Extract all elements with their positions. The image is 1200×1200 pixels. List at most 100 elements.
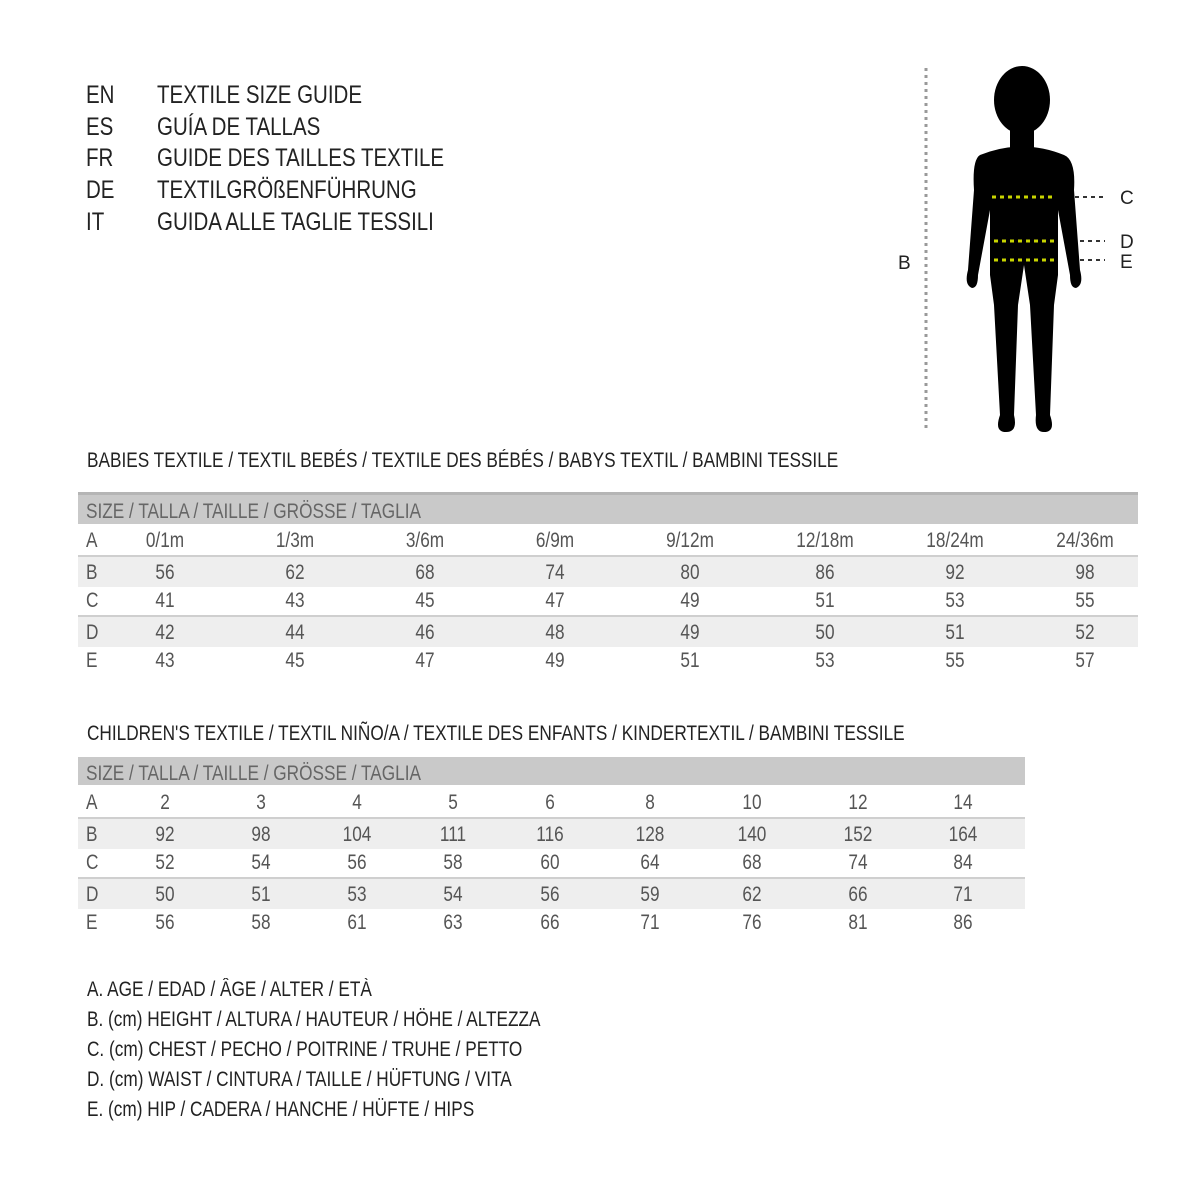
size-header-bar: SIZE / TALLA / TAILLE / GRÖSSE / TAGLIA <box>78 492 1138 524</box>
table-cell: 71 <box>640 911 660 934</box>
table-cell: 57 <box>1075 649 1095 672</box>
table-cell: 53 <box>347 883 367 906</box>
table-cell: 56 <box>540 883 560 906</box>
table-cell: 45 <box>285 649 305 672</box>
table-cell: 111 <box>439 823 467 846</box>
table-cell: 10 <box>742 791 762 814</box>
table-cell: 74 <box>848 851 868 874</box>
table-cell: 51 <box>815 589 835 612</box>
row-label: C <box>86 589 99 612</box>
table-cell: 164 <box>948 823 978 846</box>
table-cell: 46 <box>415 621 435 644</box>
table-cell: 58 <box>251 911 271 934</box>
table-row-c: C 41 43 45 47 49 51 53 55 <box>78 585 1138 615</box>
table-row-c: C 52 54 56 58 60 64 68 74 84 <box>78 847 1025 877</box>
babies-section-title: BABIES TEXTILE / TEXTIL BEBÉS / TEXTILE … <box>87 449 839 472</box>
table-cell: 56 <box>155 561 175 584</box>
table-cell: 49 <box>545 649 565 672</box>
table-cell: 56 <box>347 851 367 874</box>
table-cell: 47 <box>415 649 435 672</box>
table-cell: 116 <box>536 823 564 846</box>
legend-item: A. AGE / EDAD / ÂGE / ALTER / ETÀ <box>87 978 372 1001</box>
table-cell: 98 <box>251 823 271 846</box>
table-cell: 64 <box>640 851 660 874</box>
table-cell: 53 <box>945 589 965 612</box>
legend-item: E. (cm) HIP / CADERA / HANCHE / HÜFTE / … <box>87 1098 475 1121</box>
table-cell: 68 <box>742 851 762 874</box>
lang-code: EN <box>86 81 115 109</box>
label-c: C <box>1120 188 1134 209</box>
table-cell: 42 <box>155 621 175 644</box>
table-row-a: A 0/1m 1/3m 3/6m 6/9m 9/12m 12/18m 18/24m 24/36m <box>78 525 1138 555</box>
legend-item: C. (cm) CHEST / PECHO / POITRINE / TRUHE… <box>87 1038 523 1061</box>
table-cell: 1/3m <box>275 529 315 552</box>
table-cell: 60 <box>540 851 560 874</box>
table-cell: 45 <box>415 589 435 612</box>
table-cell: 9/12m <box>666 529 714 552</box>
table-cell: 55 <box>1075 589 1095 612</box>
label-b: B <box>898 253 911 274</box>
table-cell: 86 <box>953 911 973 934</box>
table-row-d: D 50 51 53 54 56 59 62 66 71 <box>78 877 1025 909</box>
table-cell: 18/24m <box>926 529 984 552</box>
size-header-bar: SIZE / TALLA / TAILLE / GRÖSSE / TAGLIA <box>78 757 1025 785</box>
table-cell: 86 <box>815 561 835 584</box>
table-cell: 47 <box>545 589 565 612</box>
table-cell: 92 <box>945 561 965 584</box>
guide-title: TEXTILGRÖßENFÜHRUNG <box>157 176 417 204</box>
table-cell: 55 <box>945 649 965 672</box>
lang-code: IT <box>86 208 105 236</box>
row-label: A <box>86 791 98 814</box>
children-section-title: CHILDREN'S TEXTILE / TEXTIL NIÑO/A / TEX… <box>87 722 905 745</box>
table-cell: 5 <box>448 791 458 814</box>
table-cell: 81 <box>848 911 868 934</box>
table-cell: 49 <box>680 589 700 612</box>
row-label: C <box>86 851 99 874</box>
child-silhouette-figure: B C D E <box>898 66 1134 432</box>
row-label: D <box>86 883 99 906</box>
table-cell: 52 <box>155 851 175 874</box>
table-cell: 56 <box>155 911 175 934</box>
table-cell: 2 <box>160 791 170 814</box>
table-cell: 48 <box>545 621 565 644</box>
table-cell: 6/9m <box>535 529 575 552</box>
row-label: B <box>86 823 98 846</box>
row-label: D <box>86 621 99 644</box>
row-label: B <box>86 561 98 584</box>
lang-code: ES <box>86 113 114 141</box>
table-cell: 54 <box>443 883 463 906</box>
table-cell: 12/18m <box>796 529 854 552</box>
guide-title: TEXTILE SIZE GUIDE <box>157 81 363 109</box>
table-cell: 24/36m <box>1056 529 1114 552</box>
table-cell: 68 <box>415 561 435 584</box>
table-cell: 3/6m <box>405 529 445 552</box>
table-cell: 62 <box>285 561 305 584</box>
label-d: D <box>1120 232 1134 253</box>
table-cell: 43 <box>285 589 305 612</box>
size-header: SIZE / TALLA / TAILLE / GRÖSSE / TAGLIA <box>86 500 421 523</box>
table-cell: 0/1m <box>145 529 185 552</box>
legend-item: B. (cm) HEIGHT / ALTURA / HAUTEUR / HÖHE… <box>87 1008 541 1031</box>
table-cell: 51 <box>680 649 700 672</box>
babies-size-table: SIZE / TALLA / TAILLE / GRÖSSE / TAGLIA … <box>78 492 1138 677</box>
table-cell: 4 <box>352 791 362 814</box>
table-cell: 41 <box>155 589 175 612</box>
table-cell: 50 <box>815 621 835 644</box>
table-cell: 52 <box>1075 621 1095 644</box>
table-cell: 66 <box>848 883 868 906</box>
table-cell: 3 <box>256 791 266 814</box>
row-label: A <box>86 529 98 552</box>
table-cell: 53 <box>815 649 835 672</box>
table-cell: 62 <box>742 883 762 906</box>
table-cell: 51 <box>251 883 271 906</box>
table-cell: 61 <box>347 911 367 934</box>
table-cell: 80 <box>680 561 700 584</box>
table-cell: 140 <box>737 823 767 846</box>
table-cell: 44 <box>285 621 305 644</box>
guide-title: GUÍA DE TALLAS <box>157 113 321 141</box>
silhouette-icon <box>966 66 1082 432</box>
table-row-e: E 43 45 47 49 51 53 55 57 <box>78 645 1138 675</box>
table-cell: 49 <box>680 621 700 644</box>
table-cell: 76 <box>742 911 762 934</box>
table-cell: 98 <box>1075 561 1095 584</box>
